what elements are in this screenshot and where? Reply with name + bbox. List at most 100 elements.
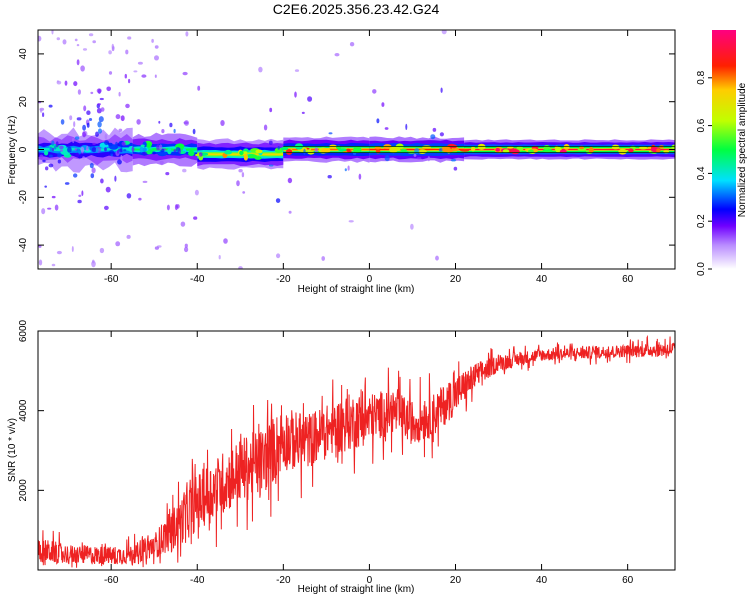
snr-y-ticks: 2000 4000 6000 xyxy=(18,319,675,501)
spectrogram-scatter-point xyxy=(77,89,81,95)
spectrogram-scatter-point xyxy=(334,53,340,57)
spectrogram-scatter-point xyxy=(71,246,74,252)
spectrogram-scatter-point xyxy=(344,168,347,172)
spectrogram-scatter-point xyxy=(126,234,131,239)
snr-series-line xyxy=(38,334,675,568)
spectrogram-scatter-point xyxy=(96,148,99,153)
spectrogram-scatter-point xyxy=(92,40,96,44)
spectrogram-blob xyxy=(502,149,510,153)
spectrogram-scatter-point xyxy=(349,42,355,47)
colorbar-tick-label: 0.8 xyxy=(696,70,707,84)
spectrogram-scatter-point xyxy=(242,191,246,194)
spectrogram-scatter-point xyxy=(268,164,274,167)
spectrogram-scatter-point xyxy=(184,243,188,248)
spectrogram-scatter-point xyxy=(416,157,422,160)
spectrogram-scatter-point xyxy=(141,74,147,78)
spectrogram-scatter-point xyxy=(109,150,115,155)
spectrogram-scatter-point xyxy=(118,148,122,151)
spectrogram-blob xyxy=(346,148,351,152)
spectrogram-blob xyxy=(337,148,348,152)
spectrogram-scatter-point xyxy=(175,147,181,152)
spectrogram-segment xyxy=(131,31,200,253)
spectrogram-scatter-point xyxy=(78,194,82,197)
spectrogram-scatter-point xyxy=(185,31,189,37)
spectrogram-y-tick-label: 20 xyxy=(18,96,29,108)
spectrogram-blob xyxy=(239,150,244,156)
colorbar: 0.0 0.2 0.4 0.6 0.8 Normalized spectral ampl… xyxy=(696,30,748,276)
spectrogram-scatter-point xyxy=(439,132,444,137)
spectrogram-scatter-point xyxy=(57,159,62,164)
colorbar-tick-label: 0.6 xyxy=(696,118,707,132)
spectrogram-scatter-point xyxy=(59,145,64,150)
spectrogram-x-ticks: -60 -40 -20 0 20 40 60 xyxy=(104,30,634,285)
spectrogram-scatter-point xyxy=(372,89,377,94)
spectrogram-scatter-point xyxy=(154,55,159,61)
spectrogram-scatter-point xyxy=(125,103,130,109)
spectrogram-scatter-point xyxy=(82,124,86,131)
spectrogram-scatter-point xyxy=(108,71,113,75)
spectrogram-scatter-point xyxy=(441,30,447,35)
spectrogram-scatter-point xyxy=(56,250,62,255)
spectrogram-scatter-point xyxy=(100,178,104,184)
spectrogram-x-label: Height of straight line (km) xyxy=(298,284,415,295)
spectrogram-scatter-point xyxy=(142,147,147,152)
spectrogram-scatter-point xyxy=(54,204,59,211)
spectrogram-scatter-point xyxy=(275,198,281,204)
spectrogram-scatter-point xyxy=(115,114,121,120)
spectrogram-panel: -60 -40 -20 0 20 40 60 -40 -20 0 20 40 Height of s… xyxy=(7,29,676,295)
spectrogram-scatter-point xyxy=(438,148,443,152)
spectrogram-scatter-point xyxy=(88,33,94,37)
spectrogram-scatter-point xyxy=(138,197,142,201)
snr-x-tick-label: 0 xyxy=(367,575,373,586)
spectrogram-scatter-point xyxy=(328,132,333,135)
spectrogram-scatter-point xyxy=(263,124,268,131)
spectrogram-blob xyxy=(198,154,204,161)
spectrogram-scatter-point xyxy=(152,151,156,155)
spectrogram-scatter-point xyxy=(127,36,132,40)
spectrogram-scatter-point xyxy=(86,145,89,151)
spectrogram-scatter-point xyxy=(98,128,102,134)
spectrogram-scatter-point xyxy=(73,81,78,87)
spectrogram-scatter-point xyxy=(123,149,127,152)
spectrogram-scatter-point xyxy=(104,140,110,146)
spectrogram-y-tick-label: -40 xyxy=(18,237,29,252)
spectrogram-scatter-point xyxy=(173,128,176,134)
spectrogram-blob xyxy=(242,151,248,155)
spectrogram-blob xyxy=(140,144,145,148)
spectrogram-scatter-point xyxy=(106,86,111,92)
spectrogram-scatter-point xyxy=(90,173,95,179)
spectrogram-scatter-point xyxy=(82,131,86,138)
spectrogram-scatter-point xyxy=(41,208,46,215)
spectrogram-segment xyxy=(460,139,675,160)
spectrogram-scatter-point xyxy=(117,159,122,165)
spectrogram-scatter-point xyxy=(120,147,123,152)
spectrogram-segment xyxy=(38,30,136,268)
spectrogram-blob xyxy=(628,148,634,153)
spectrogram-scatter-point xyxy=(64,182,70,185)
spectrogram-scatter-point xyxy=(38,245,42,248)
spectrogram-blob xyxy=(618,148,627,155)
spectrogram-scatter-point xyxy=(73,173,78,178)
spectrogram-scatter-point xyxy=(307,96,313,102)
spectrogram-y-tick-label: 40 xyxy=(18,48,29,60)
spectrogram-scatter-point xyxy=(80,146,85,153)
spectrogram-scatter-point xyxy=(74,136,80,140)
spectrogram-scatter-point xyxy=(136,119,141,125)
snr-x-tick-label: -40 xyxy=(190,575,205,586)
spectrogram-scatter-point xyxy=(72,137,75,144)
spectrogram-segment xyxy=(280,42,370,261)
spectrogram-scatter-point xyxy=(56,80,60,83)
spectrogram-scatter-point xyxy=(133,70,138,73)
spectrogram-scatter-point xyxy=(384,127,389,130)
spectrogram-scatter-point xyxy=(435,255,439,261)
spectrogram-scatter-point xyxy=(166,204,170,211)
spectrogram-scatter-point xyxy=(223,238,228,244)
spectrogram-scatter-point xyxy=(108,50,112,55)
spectrogram-scatter-point xyxy=(51,195,56,199)
spectrogram-scatter-point xyxy=(97,121,102,128)
spectrogram-scatter-point xyxy=(427,156,430,162)
spectrogram-blob xyxy=(638,146,648,150)
spectrogram-scatter-point xyxy=(451,158,456,162)
spectrogram-scatter-point xyxy=(258,66,263,73)
